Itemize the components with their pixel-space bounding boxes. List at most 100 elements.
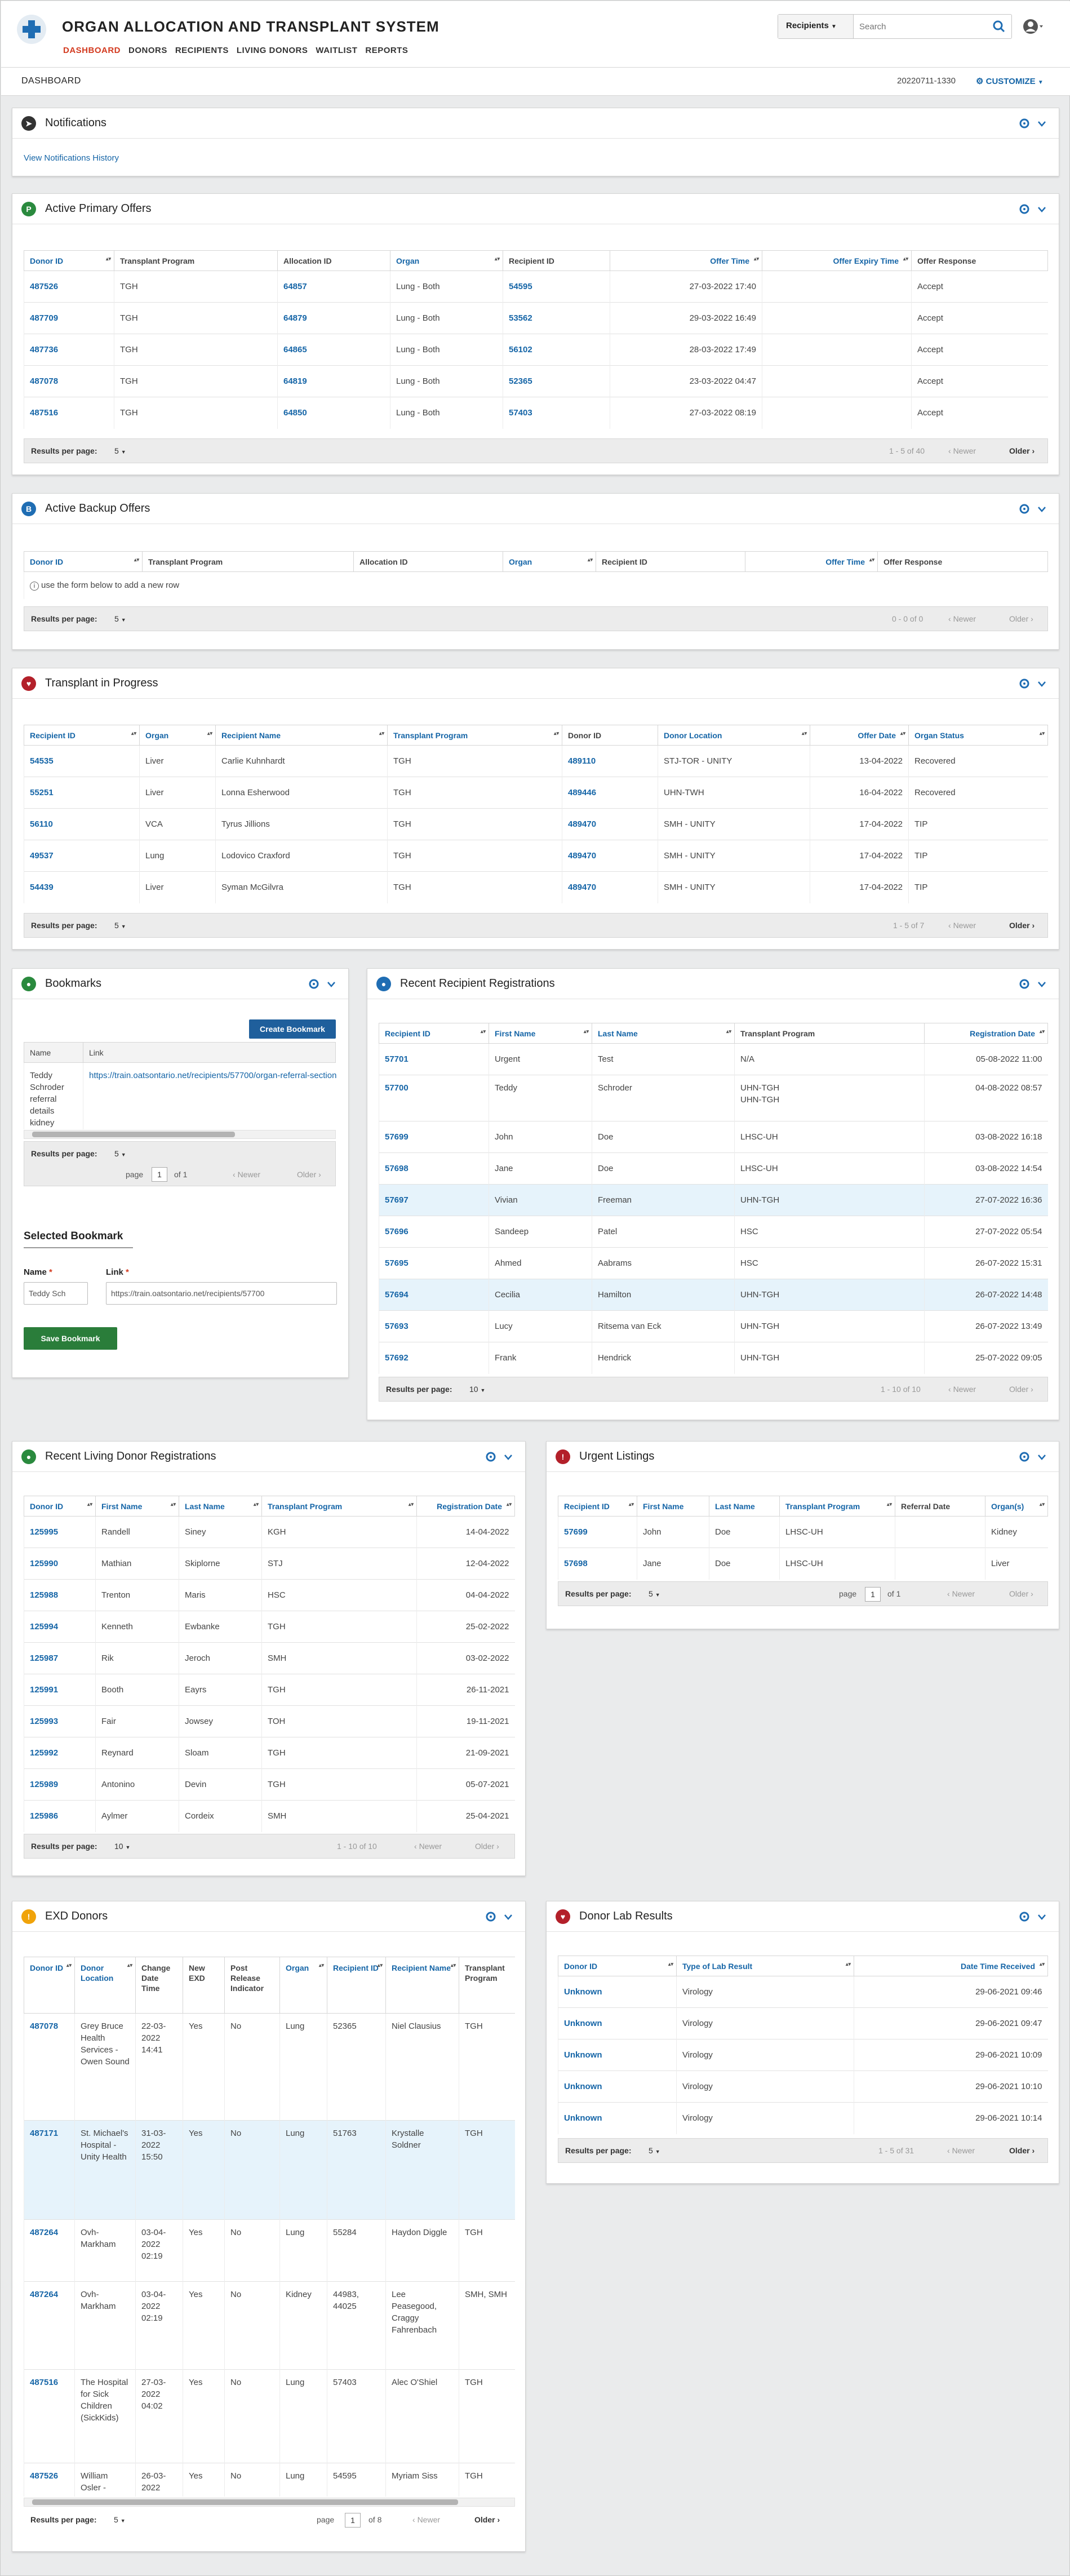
id-link[interactable]: 487526 [30, 282, 59, 291]
col-donor-id[interactable]: Donor ID [24, 250, 114, 271]
rpp-select[interactable]: 5 ▼ [114, 614, 126, 623]
rpp-select[interactable]: 10 ▼ [114, 1842, 130, 1851]
table-row[interactable]: 125988 Trenton Maris HSC 04-04-2022 [24, 1579, 515, 1611]
panel-tools-icon[interactable] [1018, 1451, 1047, 1463]
id-link[interactable]: 487526 [30, 2471, 59, 2481]
bookmark-link[interactable]: https://train.oatsontario.net/recipients… [89, 1071, 337, 1080]
bookmark-link-field[interactable]: https://train.oatsontario.net/recipients… [106, 1282, 337, 1305]
col-organ-status[interactable]: Organ Status [908, 725, 1048, 746]
table-row[interactable]: 125990 Mathian Skiplorne STJ 12-04-2022 [24, 1548, 515, 1580]
id-link[interactable]: 487264 [30, 2290, 59, 2299]
col-recipient-name[interactable]: Recipient Name [385, 1957, 459, 2014]
table-row[interactable]: 487078 TGH 64819 Lung - Both 52365 23-03-2022… [24, 365, 1048, 397]
col-offer-date[interactable]: Offer Date [810, 725, 909, 746]
id-link[interactable]: 125992 [30, 1748, 59, 1758]
col-transplant-program[interactable]: Transplant Program [261, 1496, 417, 1517]
col-first-name[interactable]: First Name [489, 1023, 592, 1044]
id-link[interactable]: 125993 [30, 1717, 59, 1726]
id-link[interactable]: 49537 [30, 851, 54, 861]
nav-donors[interactable]: DONORS [128, 46, 167, 55]
col-donor-id[interactable]: Donor ID [24, 551, 143, 572]
rpp-select[interactable]: 5 ▼ [114, 921, 126, 930]
col-donor-location[interactable]: Donor Location [74, 1957, 136, 2014]
older-button[interactable]: Older › [474, 2515, 500, 2524]
id-link[interactable]: 64879 [283, 313, 307, 323]
col-recipient-id[interactable]: Recipient ID [379, 1023, 489, 1044]
table-row[interactable]: 487171 St. Michael's Hospital - Unity Hea… [24, 2120, 515, 2220]
table-row[interactable]: 57701 Urgent Test N/A 05-08-2022 11:00 [379, 1043, 1048, 1075]
table-row[interactable]: 487078 Grey Bruce Health Services - Owen … [24, 2013, 515, 2121]
panel-tools-icon[interactable] [1018, 117, 1047, 130]
id-link[interactable]: Unknown [564, 2050, 602, 2060]
notifications-history-link[interactable]: View Notifications History [24, 153, 119, 163]
col-transplant-program[interactable]: Transplant Program [779, 1496, 895, 1517]
col-last-name[interactable]: Last Name [592, 1023, 735, 1044]
page-input[interactable]: 1 [865, 1587, 881, 1602]
panel-tools-icon[interactable] [485, 1451, 514, 1463]
newer-button[interactable]: ‹ Newer [948, 614, 976, 623]
table-row[interactable]: 56110 VCA Tyrus Jillions TGH 489470 SMH - UNI… [24, 808, 1048, 840]
table-row[interactable]: 125992 Reynard Sloam TGH 21-09-2021 [24, 1737, 515, 1769]
table-row[interactable]: 125993 Fair Jowsey TOH 19-11-2021 [24, 1705, 515, 1737]
newer-button[interactable]: ‹ Newer [414, 1842, 442, 1851]
rpp-select[interactable]: 5 ▼ [114, 1149, 126, 1158]
nav-waitlist[interactable]: WAITLIST [316, 46, 358, 55]
id-link[interactable]: 57699 [564, 1527, 588, 1537]
id-link[interactable]: 489110 [568, 756, 596, 766]
newer-button[interactable]: ‹ Newer [947, 2146, 975, 2155]
id-link[interactable]: 53562 [509, 313, 532, 323]
table-row[interactable]: 57692 Frank Hendrick UHN-TGH 25-07-2022 09:0… [379, 1342, 1048, 1374]
id-link[interactable]: 57696 [385, 1227, 409, 1236]
older-button[interactable]: Older › [475, 1842, 499, 1851]
newer-button[interactable]: ‹ Newer [947, 1589, 975, 1598]
rpp-select[interactable]: 5 ▼ [649, 2146, 660, 2155]
rpp-select[interactable]: 5 ▼ [114, 446, 126, 455]
table-row[interactable]: 125995 Randell Siney KGH 14-04-2022 [24, 1516, 515, 1548]
cross-logo-icon[interactable] [17, 15, 46, 44]
create-bookmark-button[interactable]: Create Bookmark [249, 1019, 336, 1039]
table-row[interactable]: Unknown Virology 29-06-2021 10:10 [558, 2070, 1048, 2103]
table-row[interactable]: 54535 Liver Carlie Kuhnhardt TGH 489110 STJ-T… [24, 745, 1048, 777]
id-link[interactable]: Unknown [564, 2019, 602, 2028]
id-link[interactable]: 52365 [509, 376, 532, 386]
id-link[interactable]: 487078 [30, 2021, 59, 2031]
table-row[interactable]: Unknown Virology 29-06-2021 10:14 [558, 2102, 1048, 2134]
id-link[interactable]: 64857 [283, 282, 307, 291]
table-row[interactable]: 57700 Teddy Schroder UHN-TGH UHN-TGH 04-08-2… [379, 1075, 1048, 1121]
id-link[interactable]: 54439 [30, 883, 54, 893]
id-link[interactable]: 487171 [30, 2129, 59, 2138]
id-link[interactable]: 57692 [385, 1353, 409, 1363]
bookmark-name-field[interactable]: Teddy Sch [24, 1282, 88, 1305]
rpp-select[interactable]: 5 ▼ [114, 2515, 126, 2524]
table-row[interactable]: Unknown Virology 29-06-2021 10:09 [558, 2039, 1048, 2071]
id-link[interactable]: 125989 [30, 1780, 59, 1789]
col-date-time-received[interactable]: Date Time Received [854, 1956, 1048, 1976]
id-link[interactable]: 487709 [30, 313, 59, 323]
id-link[interactable]: 125994 [30, 1622, 59, 1631]
col-donor-id[interactable]: Donor ID [24, 1957, 75, 2014]
col-recipient-name[interactable]: Recipient Name [215, 725, 388, 746]
search-scope-select[interactable]: Recipients ▼ [778, 15, 854, 38]
older-button[interactable]: Older › [297, 1170, 321, 1179]
id-link[interactable]: 54535 [30, 756, 54, 766]
table-row[interactable]: 487516 TGH 64850 Lung - Both 57403 27-03-2022… [24, 397, 1048, 429]
id-link[interactable]: Unknown [564, 2113, 602, 2123]
table-row[interactable]: 125987 Rik Jeroch SMH 03-02-2022 [24, 1642, 515, 1674]
panel-tools-icon[interactable] [1018, 978, 1047, 990]
id-link[interactable]: 125988 [30, 1590, 59, 1600]
id-link[interactable]: 487736 [30, 345, 59, 354]
newer-button[interactable]: ‹ Newer [948, 1385, 976, 1394]
nav-reports[interactable]: REPORTS [365, 46, 409, 55]
save-bookmark-button[interactable]: Save Bookmark [24, 1327, 117, 1350]
col-donor-id[interactable]: Donor ID [558, 1956, 677, 1976]
id-link[interactable]: Unknown [564, 1987, 602, 1997]
id-link[interactable]: 55251 [30, 788, 54, 797]
older-button[interactable]: Older › [1009, 446, 1035, 455]
panel-tools-icon[interactable] [308, 978, 337, 990]
id-link[interactable]: 64850 [283, 408, 307, 418]
col-registration-date[interactable]: Registration Date [924, 1023, 1048, 1044]
table-row[interactable]: 57699 John Doe LHSC-UH Kidney [558, 1516, 1048, 1548]
table-row[interactable]: 57695 Ahmed Aabrams HSC 26-07-2022 15:31 [379, 1247, 1048, 1279]
col-registration-date[interactable]: Registration Date [416, 1496, 515, 1517]
col-donor-location[interactable]: Donor Location [658, 725, 810, 746]
